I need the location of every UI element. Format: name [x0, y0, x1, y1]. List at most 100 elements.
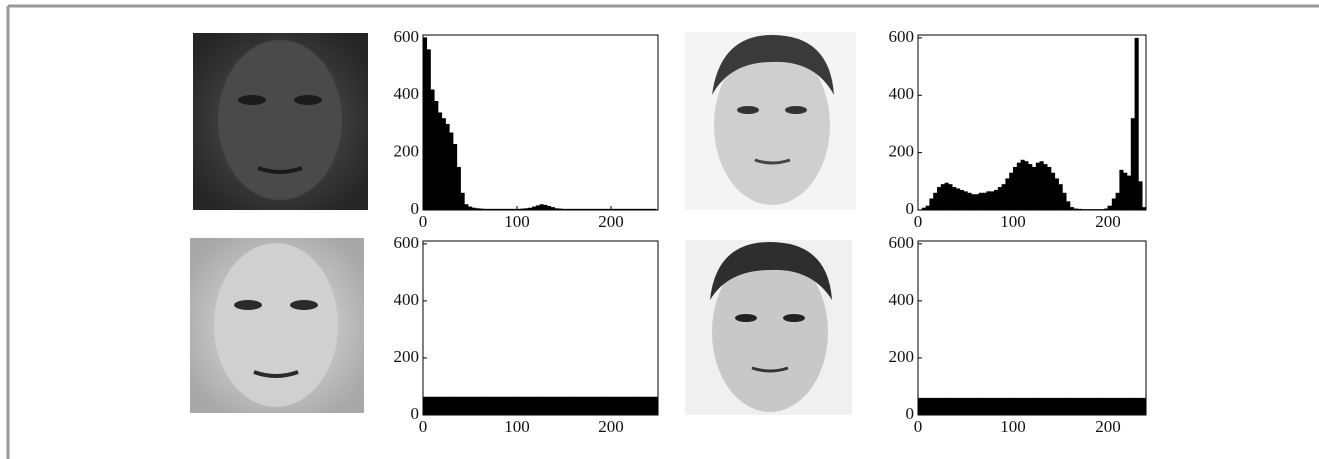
y-tick-label: 0: [411, 199, 420, 218]
bar: [423, 397, 453, 415]
bar: [446, 124, 450, 210]
bar: [543, 205, 547, 210]
bar: [449, 133, 453, 210]
bar: [1002, 184, 1006, 210]
figure: 0200400600010020002004006000100200020040…: [0, 0, 1319, 459]
x-tick-label: 200: [598, 417, 624, 436]
bar: [1028, 164, 1032, 210]
y-tick-label: 200: [889, 142, 915, 161]
bar: [442, 118, 446, 210]
bar: [464, 204, 468, 210]
bar: [1100, 398, 1131, 415]
bar: [1051, 173, 1055, 210]
x-tick-label: 0: [419, 417, 428, 436]
bar: [603, 397, 633, 415]
bar: [937, 187, 941, 210]
y-tick-label: 400: [394, 290, 420, 309]
bar: [983, 193, 987, 210]
bar: [998, 187, 1002, 210]
bar: [427, 49, 431, 210]
bar: [926, 206, 930, 210]
bar: [986, 191, 990, 210]
x-tick-label: 100: [504, 417, 530, 436]
bar: [634, 397, 664, 415]
bar: [1108, 206, 1112, 210]
bar: [1131, 118, 1135, 210]
bar: [1040, 161, 1044, 210]
bar: [1036, 163, 1040, 210]
bar: [461, 193, 465, 210]
bar: [468, 207, 472, 210]
bar: [1112, 199, 1116, 210]
y-tick-label: 0: [906, 199, 915, 218]
y-tick-label: 600: [889, 27, 915, 46]
bar: [1047, 167, 1051, 210]
bar: [434, 101, 438, 210]
bar: [543, 397, 573, 415]
face-photo: [685, 32, 856, 210]
bar: [1009, 398, 1040, 415]
bar: [1043, 164, 1047, 210]
bar: [964, 191, 968, 210]
bar: [960, 190, 964, 210]
face-photo: [685, 240, 852, 415]
bar: [431, 90, 435, 210]
bar: [941, 184, 945, 210]
x-tick-label: 0: [419, 212, 428, 231]
bar: [1070, 398, 1101, 415]
x-tick-label: 100: [1000, 212, 1026, 231]
bar: [975, 194, 979, 210]
plot-area: [918, 241, 1146, 415]
bar: [1055, 178, 1059, 210]
y-tick-label: 600: [394, 27, 420, 46]
bar: [547, 206, 551, 210]
page: {"chart_data": [ {"type": "histogram", "…: [0, 0, 1319, 459]
bar: [1040, 398, 1071, 415]
plot-area: [423, 241, 658, 415]
bar: [1009, 173, 1013, 210]
y-tick-label: 600: [889, 233, 915, 252]
bar: [990, 191, 994, 210]
bar: [532, 207, 536, 210]
bar: [457, 167, 461, 210]
bar: [536, 205, 540, 210]
bar: [948, 184, 952, 210]
bar: [453, 397, 483, 415]
bar: [929, 199, 933, 210]
y-tick-label: 0: [906, 404, 915, 423]
bar: [956, 188, 960, 210]
bar: [438, 112, 442, 210]
y-tick-label: 200: [889, 347, 915, 366]
bar: [967, 193, 971, 210]
bar: [1062, 193, 1066, 210]
face-photo: [193, 33, 368, 210]
bar: [1017, 163, 1021, 210]
bar: [540, 204, 544, 210]
bar: [1135, 38, 1139, 210]
y-tick-label: 400: [889, 290, 915, 309]
bar: [1127, 176, 1131, 210]
x-tick-label: 200: [598, 212, 624, 231]
bar: [933, 193, 937, 210]
bar: [453, 144, 457, 210]
face-photo: [190, 238, 364, 413]
bar: [1116, 193, 1120, 210]
bar: [918, 398, 949, 415]
x-tick-label: 100: [1000, 417, 1026, 436]
bar: [952, 187, 956, 210]
bar: [971, 194, 975, 210]
x-tick-label: 200: [1095, 417, 1121, 436]
y-tick-label: 200: [394, 142, 420, 161]
bars: [918, 398, 1162, 415]
bar: [483, 397, 513, 415]
bar: [945, 183, 949, 210]
bar: [1021, 160, 1025, 210]
y-tick-label: 0: [411, 404, 420, 423]
bar: [1032, 167, 1036, 210]
bars: [423, 397, 664, 415]
bar: [1138, 181, 1142, 210]
y-tick-label: 600: [394, 233, 420, 252]
